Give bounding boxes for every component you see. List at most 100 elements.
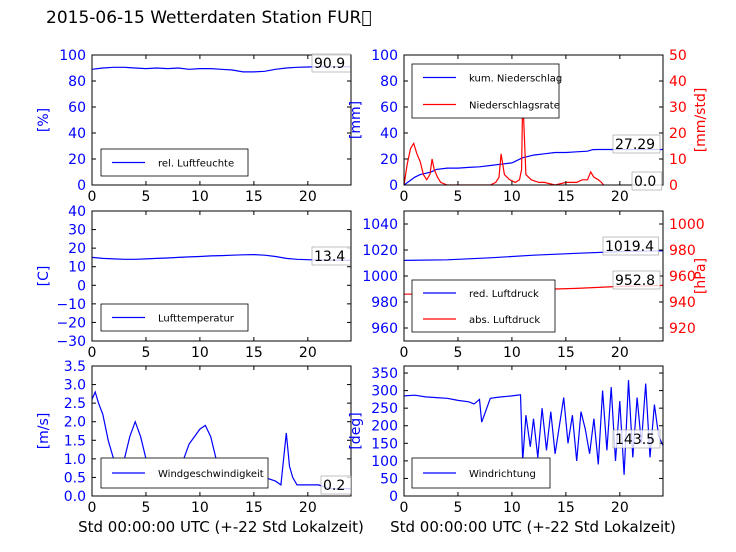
y-tick-label: 3.5 — [64, 359, 86, 375]
x-tick-label: 20 — [299, 500, 317, 516]
y-tick-label: 30 — [68, 223, 86, 239]
value-annotation: 952.8 — [615, 273, 655, 289]
legend-box — [100, 303, 249, 332]
y-tick-label: 980 — [371, 295, 398, 311]
series-line-0 — [92, 253, 351, 262]
x-tick-label: 0 — [88, 189, 97, 205]
value-annotation-box — [612, 134, 661, 154]
x-tick-label: 20 — [611, 345, 629, 361]
value-annotation: 0.2 — [323, 478, 345, 494]
y-tick-label: 0 — [77, 178, 86, 194]
value-annotation-box — [311, 246, 351, 266]
y-tick-label: 0.5 — [64, 470, 86, 486]
plot-frame — [91, 54, 352, 186]
legend-box — [411, 279, 556, 333]
x-tick-label: 5 — [141, 500, 150, 516]
x-tick-label: 15 — [557, 500, 575, 516]
y2-axis-label: [mm/std] — [693, 88, 709, 153]
y2-tick-label: 40 — [669, 74, 687, 90]
y-tick-label: −10 — [56, 297, 86, 313]
x-tick-label: 10 — [503, 500, 521, 516]
x-tick-label: 10 — [503, 189, 521, 205]
series-line-0 — [404, 380, 663, 475]
x-tick-label: 5 — [141, 189, 150, 205]
y-axis-label: [%] — [36, 108, 52, 132]
x-tick-label: 15 — [245, 345, 263, 361]
legend-label: rel. Luftfeuchte — [158, 159, 234, 170]
x-tick-label: 20 — [299, 345, 317, 361]
y-tick-label: 1040 — [362, 217, 398, 233]
y2-tick-label: 960 — [669, 269, 696, 285]
x-tick-label: 0 — [400, 189, 409, 205]
series-line-1 — [404, 96, 605, 185]
series-line-0 — [404, 148, 663, 185]
y-tick-label: 20 — [68, 152, 86, 168]
y-tick-label: 100 — [59, 48, 86, 64]
y-tick-label: 200 — [371, 419, 398, 435]
x-tick-label: 15 — [557, 189, 575, 205]
y2-tick-label: 20 — [669, 126, 687, 142]
y-tick-label: 40 — [68, 126, 86, 142]
y-tick-label: 960 — [371, 321, 398, 337]
x-tick-label: 20 — [299, 189, 317, 205]
x-tick-label: 10 — [191, 345, 209, 361]
y-tick-label: 60 — [68, 100, 86, 116]
value-annotation-box — [631, 171, 663, 191]
x-tick-label: 20 — [611, 189, 629, 205]
x-tick-label: 20 — [611, 500, 629, 516]
y-tick-label: 50 — [380, 471, 398, 487]
series-line-0 — [92, 66, 351, 73]
y-tick-label: 60 — [380, 100, 398, 116]
x-axis-label-left: Std 00:00:00 UTC (+-22 Std Lokalzeit) — [78, 518, 364, 536]
value-annotation-box — [612, 429, 661, 449]
y-tick-label: 0 — [77, 278, 86, 294]
x-tick-label: 0 — [400, 345, 409, 361]
y-tick-label: 250 — [371, 401, 398, 417]
panel-humidity: 0 5 10 15 20 0 20 40 60 80 100 [%] rel. Luftfeuchte 9… — [36, 48, 352, 205]
x-tick-label: 15 — [245, 500, 263, 516]
x-tick-label: 10 — [191, 500, 209, 516]
chart-title: 2015-06-15 Wetterdaten Station FUR  — [46, 8, 372, 28]
x-tick-label: 5 — [453, 500, 462, 516]
y-tick-label: 100 — [371, 454, 398, 470]
y-tick-label: 2.5 — [64, 396, 86, 412]
y-tick-label: 10 — [68, 260, 86, 276]
x-tick-label: 10 — [503, 345, 521, 361]
legend-label: Lufttemperatur — [158, 314, 235, 325]
x-tick-label: 0 — [400, 500, 409, 516]
y-tick-label: 0 — [389, 178, 398, 194]
y2-tick-label: 1000 — [669, 217, 705, 233]
y-axis-label: [mm] — [348, 101, 364, 139]
legend-label: Windgeschwindigkeit — [158, 469, 264, 480]
y2-tick-label: 0 — [669, 178, 678, 194]
y-tick-label: 40 — [380, 126, 398, 142]
y-tick-label: 20 — [68, 241, 86, 257]
legend-label: kum. Niederschlag — [469, 74, 562, 85]
y-tick-label: 80 — [380, 74, 398, 90]
y-tick-label: 1020 — [362, 243, 398, 259]
panel-wind-direction: 0 5 10 15 20050100150200250300350[deg]Windri… — [348, 365, 664, 516]
legend-label: red. Luftdruck — [469, 289, 539, 300]
y-tick-label: −30 — [56, 334, 86, 350]
y2-axis-label: [hPa] — [693, 258, 709, 294]
value-annotation-box — [612, 270, 661, 290]
y2-tick-label: 980 — [669, 243, 696, 259]
y-tick-label: 1000 — [362, 269, 398, 285]
plot-frame — [403, 365, 664, 497]
panel-pressure: 0 5 10 15 20 960 980 1000 1020 1040 920 940 960 980 10… — [362, 210, 709, 361]
y-tick-label: 20 — [380, 152, 398, 168]
panel-temperature: 0 5 10 15 20 −30 −20 −10 0 10 20 30 40 [C] Lufttempera… — [36, 204, 352, 361]
y-tick-label: 100 — [371, 48, 398, 64]
x-tick-label: 0 — [88, 345, 97, 361]
y-tick-label: 0 — [389, 489, 398, 505]
y-tick-label: 80 — [68, 74, 86, 90]
value-annotation: 1019.4 — [605, 239, 654, 255]
y-tick-label: 40 — [68, 204, 86, 220]
x-tick-label: 10 — [191, 189, 209, 205]
legend-label: Niederschlagsrate — [469, 101, 560, 112]
y-axis-label: [C] — [36, 266, 52, 287]
x-tick-label: 5 — [453, 345, 462, 361]
y-tick-label: 2.0 — [64, 415, 86, 431]
y-tick-label: 1.5 — [64, 433, 86, 449]
